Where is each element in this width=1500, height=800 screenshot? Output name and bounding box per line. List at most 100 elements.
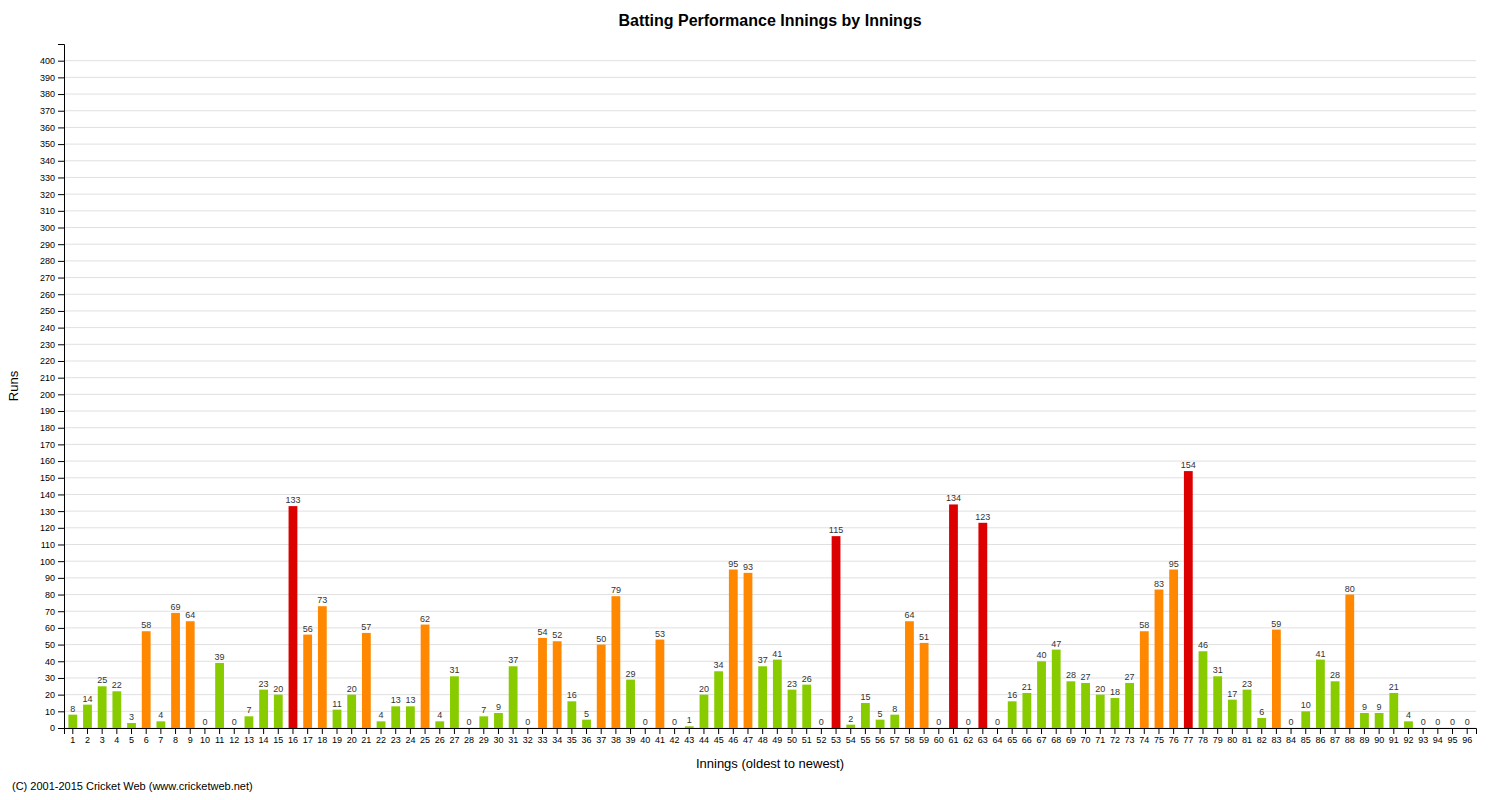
- tick-mark: [1070, 728, 1071, 734]
- data-label: 9: [1377, 702, 1382, 712]
- tick-mark: [337, 728, 338, 734]
- tick-label: 10: [200, 735, 210, 745]
- data-label: 79: [611, 585, 621, 595]
- data-label: 0: [643, 717, 648, 727]
- bar: [98, 686, 107, 728]
- tick: 12: [229, 728, 239, 745]
- tick-label: 20: [45, 690, 55, 700]
- tick-mark: [87, 728, 88, 734]
- bar: [993, 728, 1002, 729]
- data-label: 13: [405, 695, 415, 705]
- tick-label: 160: [40, 456, 55, 466]
- tick-label: 27: [449, 735, 459, 745]
- grid-line: [64, 527, 1476, 528]
- tick-mark: [58, 561, 64, 562]
- bar: [1463, 728, 1472, 729]
- tick: 63: [978, 728, 988, 745]
- tick-label: 24: [405, 735, 415, 745]
- tick-mark: [116, 728, 117, 734]
- tick-label: 20: [347, 735, 357, 745]
- tick-mark: [381, 728, 382, 734]
- data-label: 134: [946, 493, 961, 503]
- grid-line: [64, 444, 1476, 445]
- bar: [890, 715, 899, 728]
- bar: [127, 723, 136, 728]
- tick-label: 90: [1374, 735, 1384, 745]
- data-label: 23: [259, 679, 269, 689]
- tick: 400: [40, 56, 64, 66]
- tick-label: 6: [144, 735, 149, 745]
- x-axis-title: Innings (oldest to newest): [696, 756, 844, 771]
- tick-mark: [1173, 728, 1174, 734]
- grid-line: [64, 210, 1476, 211]
- tick: 370: [40, 106, 64, 116]
- tick-label: 38: [611, 735, 621, 745]
- data-label: 2: [848, 714, 853, 724]
- tick-mark: [880, 728, 881, 734]
- tick-mark: [542, 728, 543, 734]
- tick: 54: [846, 728, 856, 745]
- bar: [553, 641, 562, 728]
- tick-label: 360: [40, 123, 55, 133]
- tick-mark: [58, 728, 64, 729]
- data-label: 83: [1154, 579, 1164, 589]
- tick: 360: [40, 123, 64, 133]
- tick-label: 64: [992, 735, 1002, 745]
- tick-mark: [58, 628, 64, 629]
- tick: 240: [40, 323, 64, 333]
- tick-mark: [1305, 728, 1306, 734]
- tick-mark: [58, 595, 64, 596]
- data-label: 31: [1213, 665, 1223, 675]
- tick-label: 140: [40, 490, 55, 500]
- tick-label: 89: [1359, 735, 1369, 745]
- tick-mark: [58, 144, 64, 145]
- tick-mark: [1217, 728, 1218, 734]
- bar: [83, 705, 92, 728]
- tick-mark: [513, 728, 514, 734]
- data-label: 18: [1110, 687, 1120, 697]
- tick-label: 25: [420, 735, 430, 745]
- tick-mark: [1100, 728, 1101, 734]
- data-label: 28: [1066, 670, 1076, 680]
- tick-mark: [483, 728, 484, 734]
- tick-label: 260: [40, 290, 55, 300]
- tick-label: 11: [215, 735, 224, 745]
- bar: [406, 706, 415, 728]
- data-label: 73: [317, 595, 327, 605]
- tick-label: 42: [670, 735, 680, 745]
- tick-mark: [131, 728, 132, 734]
- tick-label: 110: [41, 540, 55, 550]
- tick-mark: [527, 728, 528, 734]
- tick: 0: [50, 723, 64, 733]
- tick: 32: [523, 728, 533, 745]
- bar: [788, 690, 797, 728]
- data-label: 15: [860, 692, 870, 702]
- grid-line: [64, 194, 1476, 195]
- tick-mark: [762, 728, 763, 734]
- data-label: 56: [303, 624, 313, 634]
- tick: 27: [449, 728, 459, 745]
- data-label: 41: [1315, 649, 1325, 659]
- tick-mark: [292, 728, 293, 734]
- data-label: 14: [82, 694, 92, 704]
- data-label: 16: [1007, 690, 1017, 700]
- tick-label: 230: [40, 340, 55, 350]
- tick-mark: [58, 428, 64, 429]
- tick-label: 2: [85, 735, 90, 745]
- bar: [538, 638, 547, 728]
- tick-label: 190: [40, 406, 55, 416]
- tick-mark: [1144, 728, 1145, 734]
- tick: 96: [1462, 728, 1472, 745]
- tick-mark: [733, 728, 734, 734]
- bar: [582, 720, 591, 728]
- bar: [1184, 471, 1193, 728]
- tick-label: 65: [1007, 735, 1017, 745]
- tick-mark: [601, 728, 602, 734]
- tick: 73: [1125, 728, 1135, 745]
- data-labels: 8142522358469640390723201335673112057413…: [70, 460, 1469, 727]
- bar: [949, 504, 958, 728]
- tick-mark: [836, 728, 837, 734]
- data-label: 5: [584, 709, 589, 719]
- tick: 37: [596, 728, 606, 745]
- tick-mark: [1335, 728, 1336, 734]
